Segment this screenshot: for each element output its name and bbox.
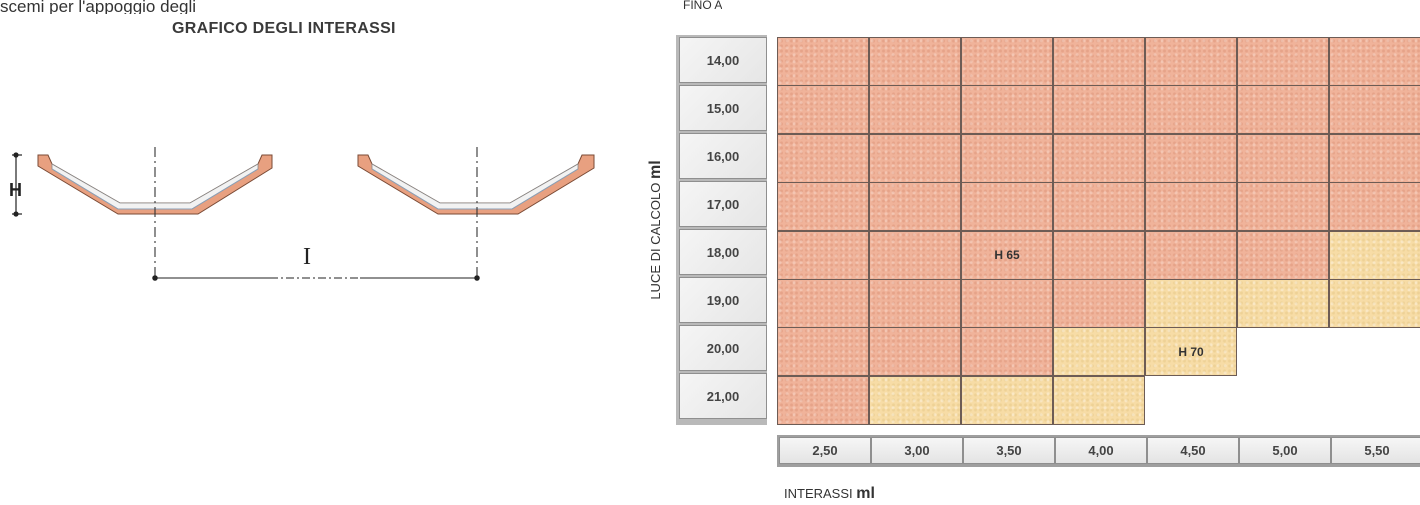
grid-cell <box>1145 37 1237 86</box>
grid-cell <box>1237 182 1329 232</box>
grid-cell <box>1145 85 1237 135</box>
grid-cell <box>1053 133 1145 183</box>
column-label: 5,00 <box>1239 437 1331 464</box>
grid-cell <box>1237 37 1329 86</box>
grid-cell <box>1145 182 1237 232</box>
y-axis-unit: ml <box>647 160 664 179</box>
grid-cell <box>869 182 961 232</box>
grid-cell <box>1237 85 1329 135</box>
beam-axes <box>154 147 478 278</box>
row-label: 16,00 <box>679 133 767 179</box>
grid-cell <box>1329 182 1420 232</box>
grid-cell <box>1053 85 1145 135</box>
grid-cell <box>1053 182 1145 232</box>
grid-cell <box>1329 279 1420 328</box>
column-label: 2,50 <box>779 437 871 464</box>
grid-cell <box>777 327 869 377</box>
grid-cell <box>1145 133 1237 183</box>
grid-cell <box>777 133 869 183</box>
row-label: 17,00 <box>679 181 767 227</box>
right-beam-section <box>357 154 595 215</box>
grid-cell <box>961 182 1053 232</box>
grid-cell <box>777 37 869 86</box>
grid-cell <box>869 37 961 86</box>
grid-cell <box>777 85 869 135</box>
grid-cell <box>777 375 869 425</box>
grid-cell <box>1053 37 1145 86</box>
grid-cell <box>961 133 1053 183</box>
diagram-title: GRAFICO DEGLI INTERASSI <box>172 20 396 37</box>
grid-cell <box>869 133 961 183</box>
grid-cell <box>869 375 961 425</box>
left-beam-section <box>37 154 273 215</box>
y-axis-title: LUCE DI CALCOLO <box>648 182 663 300</box>
grid-cell <box>1237 230 1329 280</box>
zone-label: H 70 <box>1178 344 1204 359</box>
section-drawing: H I <box>9 147 595 281</box>
grid-cell <box>1329 133 1420 183</box>
grid-cell <box>869 230 961 280</box>
column-label: 3,50 <box>963 437 1055 464</box>
column-label: 5,50 <box>1331 437 1420 464</box>
grid-cell <box>1145 327 1237 377</box>
grid-cell <box>1237 279 1329 328</box>
height-symbol: H <box>9 180 22 200</box>
grid-cell <box>961 327 1053 377</box>
x-axis-title: INTERASSI <box>784 486 853 501</box>
grid-cell <box>1329 37 1420 86</box>
grid-cell <box>869 327 961 377</box>
grid-cell <box>869 279 961 328</box>
row-label: 19,00 <box>679 277 767 323</box>
x-axis-unit: ml <box>856 485 875 502</box>
grid-cell <box>961 230 1053 280</box>
row-label: 15,00 <box>679 85 767 131</box>
intro-text: scemi per l'appoggio degli <box>0 0 197 14</box>
grid-cell <box>1145 230 1237 280</box>
row-label: 14,00 <box>679 37 767 83</box>
grid-cell <box>869 85 961 135</box>
y-axis-label: LUCE DI CALCOLO ml <box>647 160 665 299</box>
grid-cell <box>961 37 1053 86</box>
grid-cell <box>1237 133 1329 183</box>
grid-cell <box>1329 230 1420 280</box>
grid-cell <box>1053 230 1145 280</box>
grid-cell <box>1145 279 1237 328</box>
row-label: 21,00 <box>679 373 767 419</box>
grid-cell <box>1053 327 1145 377</box>
height-dimension <box>12 152 22 217</box>
grid-cell <box>961 279 1053 328</box>
grid-cell <box>1053 375 1145 425</box>
fino-a-label: FINO A <box>683 0 723 10</box>
grid-cell <box>777 182 869 232</box>
grid-cell <box>961 375 1053 425</box>
grid-cell <box>1053 279 1145 328</box>
grid-cell <box>777 279 869 328</box>
x-axis-label: INTERASSI ml <box>784 485 875 503</box>
grid-cell <box>1329 85 1420 135</box>
grid-cell <box>777 230 869 280</box>
column-label: 4,00 <box>1055 437 1147 464</box>
interasse-grid: H 65 H 70 <box>777 37 1420 425</box>
row-label: 18,00 <box>679 229 767 275</box>
row-label: 20,00 <box>679 325 767 371</box>
zone-label: H 65 <box>994 248 1020 263</box>
grid-cell <box>961 85 1053 135</box>
column-label: 3,00 <box>871 437 963 464</box>
spacing-dimension <box>152 275 480 281</box>
column-label: 4,50 <box>1147 437 1239 464</box>
spacing-symbol: I <box>303 244 311 270</box>
